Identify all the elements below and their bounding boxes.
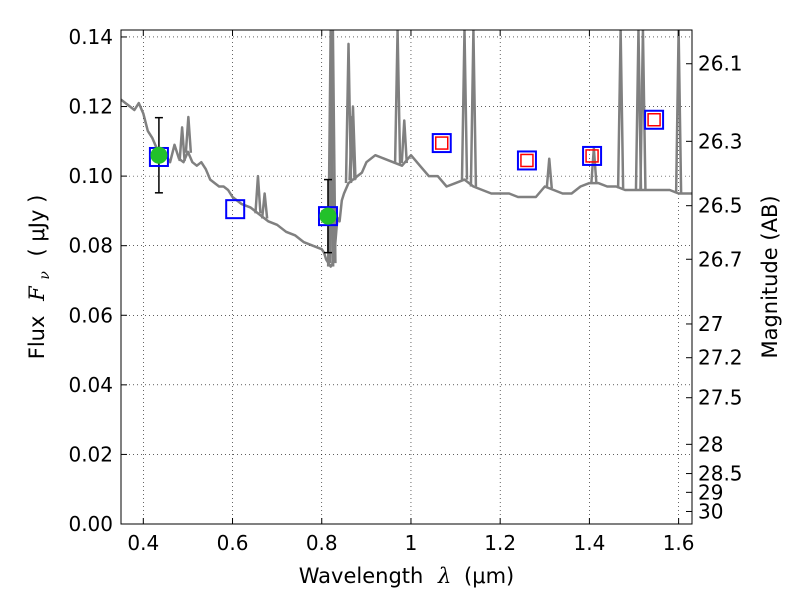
observed-point bbox=[319, 207, 337, 225]
emission-line bbox=[674, 30, 683, 194]
y-axis-label-subscript: ν bbox=[37, 271, 53, 280]
y2-tick-label: 28 bbox=[698, 432, 723, 456]
x-axis-label-unit: (μm) bbox=[464, 564, 514, 588]
model-point-blue bbox=[516, 150, 537, 171]
y2-tick-label: 26.1 bbox=[698, 52, 743, 76]
y-tick-label: 0.12 bbox=[68, 95, 113, 119]
y2-tick-label: 27.5 bbox=[698, 386, 743, 410]
emission-line bbox=[590, 147, 598, 184]
y-axis-label-text: Flux bbox=[25, 316, 49, 360]
emission-lines-layer bbox=[178, 30, 683, 267]
y-axis-label: Flux F ν ( μJy ) bbox=[25, 195, 54, 360]
emission-line bbox=[545, 157, 553, 189]
plot-area bbox=[121, 30, 692, 268]
y2-tick-label: 27.2 bbox=[698, 346, 743, 370]
x-tick-label: 1 bbox=[405, 531, 418, 555]
y2-tick-label: 28.5 bbox=[698, 462, 743, 486]
emission-line bbox=[329, 30, 337, 264]
y2-tick-label: 27 bbox=[698, 312, 723, 336]
y2-tick-label: 26.7 bbox=[698, 247, 743, 271]
model-point-red bbox=[585, 149, 599, 163]
emission-line bbox=[400, 119, 409, 164]
model-point-blue bbox=[644, 109, 665, 130]
y-tick-label: 0.00 bbox=[68, 512, 113, 536]
x-tick-label: 0.6 bbox=[217, 531, 249, 555]
y-tick-label: 0.10 bbox=[68, 164, 113, 188]
y-tick-label: 0.14 bbox=[68, 25, 113, 49]
x-tick-label: 0.4 bbox=[127, 531, 159, 555]
y2-tick-label: 26.5 bbox=[698, 194, 743, 218]
x-tick-label: 1.2 bbox=[484, 531, 516, 555]
model-point-blue bbox=[317, 206, 338, 227]
markers-layer bbox=[148, 109, 665, 254]
plot-frame bbox=[120, 29, 693, 525]
spectrum-line bbox=[121, 98, 692, 268]
y-tick-label: 0.08 bbox=[68, 234, 113, 258]
right-axis-label: Magnitude (AB) bbox=[758, 195, 782, 358]
emission-line bbox=[349, 105, 357, 180]
x-axis-label-symbol: λ bbox=[437, 564, 451, 588]
spectrum-layer bbox=[121, 98, 692, 268]
emission-line bbox=[178, 126, 186, 162]
y2-tick-label: 26.3 bbox=[698, 129, 743, 153]
emission-line bbox=[184, 115, 193, 153]
emission-line bbox=[254, 174, 262, 214]
emission-line bbox=[460, 30, 469, 180]
y2-tick-label: 30 bbox=[698, 499, 723, 523]
model-point-blue bbox=[225, 199, 246, 220]
y-tick-label: 0.04 bbox=[68, 373, 113, 397]
x-axis-label-text: Wavelength bbox=[299, 564, 424, 588]
model-point-blue bbox=[431, 133, 452, 154]
model-point-red bbox=[647, 113, 661, 127]
x-tick-label: 1.4 bbox=[573, 531, 605, 555]
x-tick-label: 1.6 bbox=[663, 531, 695, 555]
emission-line bbox=[393, 30, 402, 164]
x-tick-label: 0.8 bbox=[306, 531, 338, 555]
axis-ticks: 0.4 0.6 0.8 1 1.2 1.4 1.6 0.00 0.02 0.04 0.06 0.08 0… bbox=[68, 25, 742, 555]
emission-line bbox=[260, 192, 269, 219]
emission-line bbox=[616, 30, 625, 189]
emission-line bbox=[639, 30, 647, 191]
x-axis-label: Wavelength λ (μm) bbox=[299, 564, 514, 588]
emission-line bbox=[469, 30, 478, 187]
y-tick-label: 0.02 bbox=[68, 442, 113, 466]
y-axis-label-unit: ( μJy ) bbox=[25, 195, 49, 257]
model-point-blue bbox=[582, 145, 603, 166]
y-axis-label-symbol: F bbox=[25, 285, 49, 302]
model-point-red bbox=[434, 136, 449, 150]
model-point-red bbox=[520, 153, 534, 168]
y2-tick-label: 29 bbox=[698, 480, 723, 504]
y-tick-label: 0.06 bbox=[68, 303, 113, 327]
observed-point bbox=[150, 146, 168, 164]
